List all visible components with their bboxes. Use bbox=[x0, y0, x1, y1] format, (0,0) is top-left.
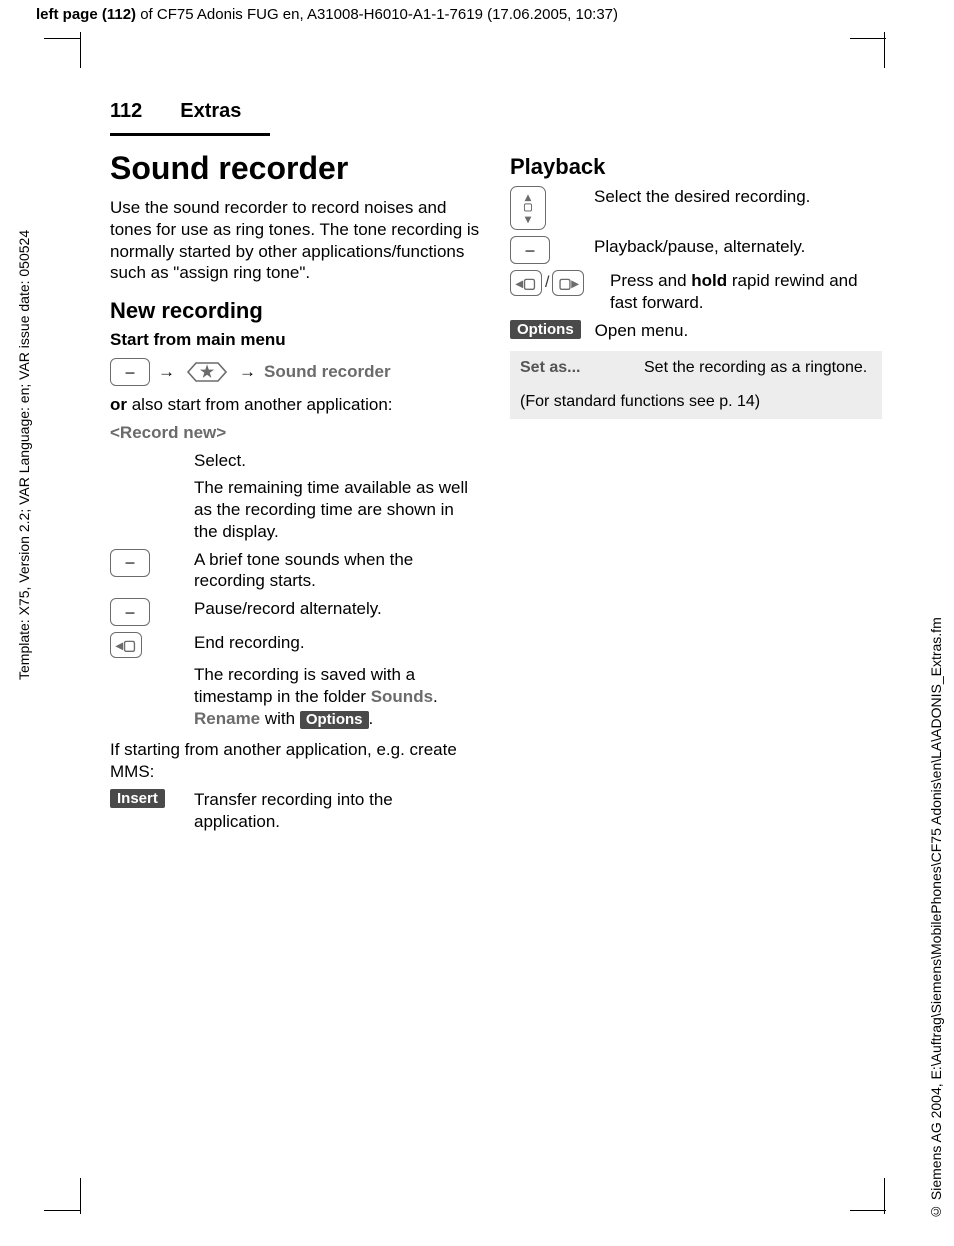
step-brief-text: A brief tone sounds when the recording s… bbox=[194, 549, 482, 593]
right-column: Playback ▴▢▾ Select the desired recordin… bbox=[510, 150, 882, 838]
pb-select-text: Select the desired recording. bbox=[594, 186, 882, 208]
pb-options-text: Open menu. bbox=[595, 320, 882, 342]
page-header: 112 Extras bbox=[110, 100, 882, 123]
record-new-label: <Record new> bbox=[110, 422, 482, 444]
header-rule bbox=[110, 133, 270, 136]
left-column: Sound recorder Use the sound recorder to… bbox=[110, 150, 482, 838]
updown-key-icon: ▴▢▾ bbox=[510, 186, 546, 230]
row-val: Set the recording as a ringtone. bbox=[644, 359, 872, 377]
options-inline-button: Options bbox=[300, 711, 369, 730]
page-number: 112 bbox=[110, 100, 142, 123]
h2-playback: Playback bbox=[510, 154, 882, 180]
star-pill-icon: ★ bbox=[183, 359, 231, 385]
saved-mid2: with bbox=[260, 709, 300, 728]
step-saved-text: The recording is saved with a timestamp … bbox=[194, 664, 482, 729]
saved-mid: . bbox=[433, 687, 438, 706]
left-key-icon: ◂▢ bbox=[110, 632, 142, 658]
arrow-icon: → bbox=[158, 362, 175, 382]
path-dest: Sound recorder bbox=[264, 362, 391, 382]
step-saved: The recording is saved with a timestamp … bbox=[110, 664, 482, 729]
saved-post: . bbox=[369, 709, 374, 728]
slash: / bbox=[545, 274, 549, 292]
h3-start-main: Start from main menu bbox=[110, 330, 482, 350]
or-rest: also start from another application: bbox=[127, 395, 393, 414]
minus-key-icon-2: – bbox=[110, 598, 150, 626]
minus-key-icon: – bbox=[110, 549, 150, 577]
step-remaining-text: The remaining time available as well as … bbox=[194, 477, 482, 542]
section-title: Extras bbox=[180, 100, 241, 123]
pb-hold-bold: hold bbox=[691, 271, 727, 290]
doc-top-info: left page (112) of CF75 Adonis FUG en, A… bbox=[36, 6, 618, 23]
step-remaining-time: The remaining time available as well as … bbox=[110, 477, 482, 542]
doc-top-bold: left page (112) bbox=[36, 6, 136, 23]
pb-hold-text: Press and hold rapid rewind and fast for… bbox=[610, 270, 882, 314]
insert-text: Transfer recording into the application. bbox=[194, 789, 482, 833]
svg-text:★: ★ bbox=[200, 364, 215, 381]
table-row: Set as... Set the recording as a rington… bbox=[510, 351, 882, 385]
page-body: 112 Extras Sound recorder Use the sound … bbox=[72, 38, 882, 1218]
doc-top-rest: of CF75 Adonis FUG en, A31008-H6010-A1-1… bbox=[136, 6, 618, 23]
side-right-text: © Siemens AG 2004, E:\Auftrag\Siemens\Mo… bbox=[928, 520, 946, 1220]
step-end-text: End recording. bbox=[194, 632, 482, 654]
step-brief-tone: – A brief tone sounds when the recording… bbox=[110, 549, 482, 593]
intro-text: Use the sound recorder to record noises … bbox=[110, 197, 482, 284]
step-select: Select. bbox=[110, 450, 482, 472]
softkey-minus-icon: – bbox=[110, 358, 150, 386]
pb-hold: ◂▢ / ▢▸ Press and hold rapid rewind and … bbox=[510, 270, 882, 314]
h1-sound-recorder: Sound recorder bbox=[110, 150, 482, 187]
h2-new-recording: New recording bbox=[110, 298, 482, 324]
pb-options: Options Open menu. bbox=[510, 320, 882, 342]
or-bold: or bbox=[110, 395, 127, 414]
step-pause-record: – Pause/record alternately. bbox=[110, 598, 482, 626]
row-key: Set as... bbox=[520, 359, 620, 377]
left-key-icon-2: ◂▢ bbox=[510, 270, 542, 296]
step-select-text: Select. bbox=[194, 450, 482, 472]
nav-path: – → ★ → Sound recorder bbox=[110, 358, 482, 386]
pb-select: ▴▢▾ Select the desired recording. bbox=[510, 186, 882, 230]
pb-playpause-text: Playback/pause, alternately. bbox=[594, 236, 882, 258]
insert-button: Insert bbox=[110, 789, 165, 808]
pb-hold-pre: Press and bbox=[610, 271, 691, 290]
options-button: Options bbox=[510, 320, 581, 339]
step-end-recording: ◂▢ End recording. bbox=[110, 632, 482, 658]
step-insert: Insert Transfer recording into the appli… bbox=[110, 789, 482, 833]
right-key-icon: ▢▸ bbox=[552, 270, 584, 296]
table-note: (For standard functions see p. 14) bbox=[510, 385, 882, 419]
mms-note: If starting from another application, e.… bbox=[110, 739, 482, 783]
saved-folder: Sounds bbox=[371, 687, 433, 706]
step-pause-text: Pause/record alternately. bbox=[194, 598, 482, 620]
saved-rename: Rename bbox=[194, 709, 260, 728]
or-line: or also start from another application: bbox=[110, 394, 482, 416]
options-table: Set as... Set the recording as a rington… bbox=[510, 351, 882, 419]
arrow-icon-2: → bbox=[239, 362, 256, 382]
pb-playpause: – Playback/pause, alternately. bbox=[510, 236, 882, 264]
side-left-text: Template: X75, Version 2.2; VAR Language… bbox=[16, 40, 34, 680]
minus-key-icon-3: – bbox=[510, 236, 550, 264]
